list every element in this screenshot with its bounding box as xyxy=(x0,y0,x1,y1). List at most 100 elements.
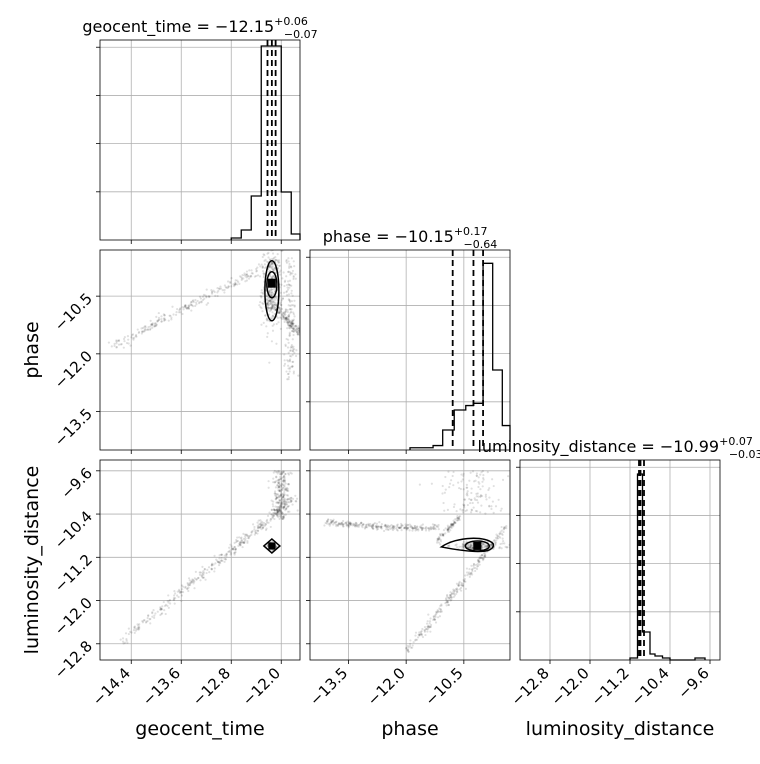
phase-vs-geocent_time-point xyxy=(264,314,267,317)
phase-vs-geocent_time-point xyxy=(286,317,289,320)
phase-vs-geocent_time-point xyxy=(239,275,242,278)
phase-vs-geocent_time-point xyxy=(286,315,289,318)
luminosity_distance-vs-phase-point xyxy=(452,484,455,487)
luminosity_distance-vs-phase-point xyxy=(504,545,507,548)
luminosity_distance-vs-geocent_time-point xyxy=(280,488,284,492)
luminosity_distance-vs-geocent_time-point xyxy=(121,637,125,640)
phase-vs-geocent_time-point xyxy=(242,277,245,280)
luminosity_distance-vs-geocent_time-point xyxy=(277,509,280,512)
luminosity_distance-vs-geocent_time-point xyxy=(281,512,284,515)
phase-vs-geocent_time-point xyxy=(260,263,263,266)
luminosity_distance-vs-phase-point xyxy=(341,523,344,526)
luminosity_distance-vs-geocent_time-point xyxy=(244,533,248,536)
luminosity_distance-vs-phase-point xyxy=(458,515,462,518)
phase-vs-geocent_time-point xyxy=(276,259,279,262)
luminosity_distance-vs-phase-point xyxy=(393,527,396,530)
luminosity_distance-vs-phase-point xyxy=(496,534,499,537)
luminosity_distance-vs-phase-point xyxy=(438,607,441,610)
luminosity_distance-vs-phase-point xyxy=(366,526,369,529)
luminosity_distance-vs-geocent_time-point xyxy=(279,475,282,479)
phase-vs-geocent_time-point xyxy=(282,311,285,314)
phase-vs-geocent_time-point xyxy=(244,273,248,276)
luminosity_distance-vs-phase-point xyxy=(345,521,348,524)
luminosity_distance-vs-phase-point xyxy=(476,492,479,495)
luminosity_distance-vs-geocent_time-point xyxy=(278,506,281,509)
luminosity_distance-vs-geocent_time-point xyxy=(285,489,288,492)
luminosity_distance-vs-phase-point xyxy=(460,473,463,476)
luminosity_distance-vs-geocent_time-point xyxy=(147,614,150,618)
phase-vs-geocent_time-point xyxy=(286,286,289,289)
luminosity_distance-vs-geocent_time-point xyxy=(149,617,152,621)
phase-vs-geocent_time-point xyxy=(160,320,163,323)
phase-vs-geocent_time-point xyxy=(261,310,264,313)
phase-vs-geocent_time-point xyxy=(117,343,121,346)
phase-vs-geocent_time-point xyxy=(160,320,163,323)
phase-vs-geocent_time-point xyxy=(271,300,275,303)
phase-vs-geocent_time-point xyxy=(286,359,289,362)
luminosity_distance-vs-phase-point xyxy=(465,567,469,570)
luminosity_distance-vs-phase-point xyxy=(380,522,383,526)
phase-vs-geocent_time-point xyxy=(247,277,251,280)
luminosity_distance-vs-phase-point xyxy=(471,470,475,473)
phase-vs-geocent_time-point xyxy=(245,273,248,276)
luminosity_distance-vs-phase-point xyxy=(499,532,502,535)
phase-vs-geocent_time-point xyxy=(203,297,206,300)
luminosity_distance-vs-geocent_time-point xyxy=(277,506,280,509)
luminosity_distance-vs-phase-point xyxy=(449,525,452,528)
luminosity_distance-vs-phase-point xyxy=(432,527,435,530)
luminosity_distance-vs-geocent_time-point xyxy=(261,521,264,524)
phase-vs-geocent_time-point xyxy=(271,304,274,307)
phase-vs-geocent_time-point xyxy=(289,322,293,325)
phase-vs-geocent_time-point xyxy=(291,322,294,325)
phase-vs-geocent_time-point xyxy=(268,258,272,261)
luminosity_distance-vs-geocent_time-point xyxy=(283,502,286,506)
phase-vs-geocent_time-point xyxy=(279,316,282,319)
phase-vs-geocent_time-point xyxy=(267,303,270,307)
luminosity_distance-vs-geocent_time-point xyxy=(160,608,163,611)
phase-vs-geocent_time-point xyxy=(272,323,276,326)
luminosity_distance-vs-geocent_time-point xyxy=(281,500,284,503)
luminosity_distance-vs-phase-point xyxy=(455,510,458,513)
luminosity_distance-vs-phase-point xyxy=(380,525,383,528)
luminosity_distance-vs-geocent_time-xticklabel-1: −13.6 xyxy=(139,664,184,709)
y-axis-label-phase: phase xyxy=(21,321,43,378)
luminosity_distance-vs-phase-point xyxy=(420,632,423,635)
phase-vs-geocent_time-point xyxy=(283,353,286,356)
phase-vs-geocent_time-point xyxy=(184,304,187,307)
luminosity_distance-vs-phase-point xyxy=(345,522,348,525)
phase-vs-geocent_time-point xyxy=(287,372,290,375)
luminosity_distance-vs-geocent_time-point xyxy=(253,528,256,531)
luminosity_distance-vs-geocent_time-point xyxy=(220,559,223,562)
phase-vs-geocent_time-point xyxy=(160,317,163,321)
luminosity_distance-vs-geocent_time-point xyxy=(148,618,151,621)
phase-vs-geocent_time-point xyxy=(284,316,288,320)
phase-vs-geocent_time-point xyxy=(266,299,269,302)
luminosity_distance-vs-geocent_time-point xyxy=(206,568,209,571)
luminosity_distance-vs-geocent_time-point xyxy=(286,483,290,486)
luminosity_distance-vs-geocent_time-point xyxy=(186,583,190,586)
luminosity_distance-vs-geocent_time-point xyxy=(159,608,162,611)
luminosity_distance-vs-geocent_time-point xyxy=(179,590,182,593)
luminosity_distance-vs-phase-point xyxy=(444,597,448,600)
phase-vs-geocent_time-contour-outer xyxy=(264,259,280,322)
luminosity_distance-vs-phase-point xyxy=(384,524,387,527)
luminosity_distance-vs-geocent_time-point xyxy=(182,585,185,588)
phase-vs-geocent_time-point xyxy=(151,326,154,329)
luminosity_distance-vs-phase-point xyxy=(467,572,470,575)
phase-vs-geocent_time-point xyxy=(268,247,270,249)
luminosity_distance-vs-geocent_time-point xyxy=(279,505,283,508)
luminosity_distance-vs-geocent_time-point xyxy=(259,526,262,529)
phase-vs-geocent_time-point xyxy=(157,316,161,319)
phase-vs-geocent_time-point xyxy=(223,284,226,287)
phase-vs-geocent_time-point xyxy=(296,328,299,331)
luminosity_distance-vs-phase-point xyxy=(453,503,456,506)
luminosity_distance-vs-geocent_time-point xyxy=(279,478,282,481)
phase-vs-geocent_time-point xyxy=(289,349,293,352)
luminosity_distance-vs-geocent_time-point xyxy=(282,480,285,483)
hist-luminosity_distance-xticklabel-4: −9.6 xyxy=(674,664,712,702)
luminosity_distance-vs-geocent_time-point xyxy=(254,531,258,535)
phase-vs-geocent_time-point xyxy=(210,291,214,294)
phase-vs-geocent_time-point xyxy=(268,299,271,302)
luminosity_distance-vs-phase-point xyxy=(477,559,480,563)
luminosity_distance-vs-geocent_time-point xyxy=(224,558,227,561)
